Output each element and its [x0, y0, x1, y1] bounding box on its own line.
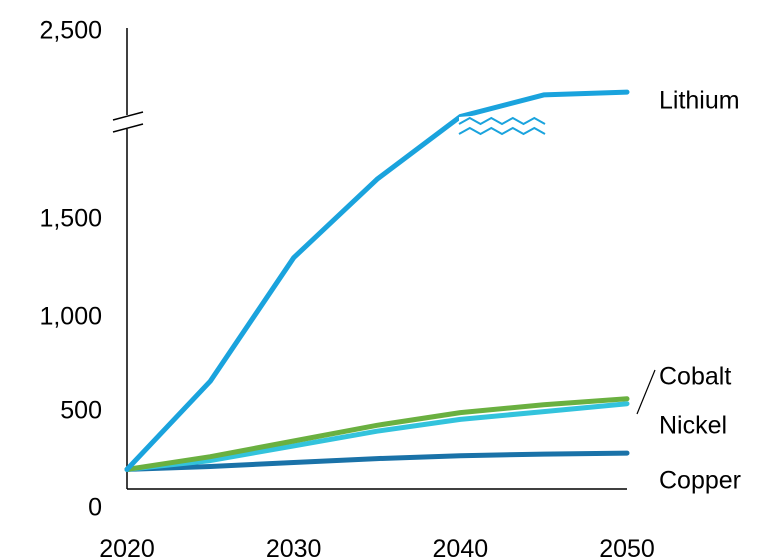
- series-lines: [124, 89, 630, 472]
- series-label-copper: Copper: [659, 467, 741, 495]
- series-line-copper: [124, 450, 630, 472]
- axes: [112, 28, 627, 490]
- x-tick-label: 2040: [433, 535, 489, 560]
- y-tick-labels: 0 500 1,000 1,500 2,500: [39, 17, 102, 522]
- y-tick-label: 1,000: [39, 303, 102, 331]
- x-tick-label: 2030: [266, 535, 322, 560]
- y-tick-label: 1,500: [39, 205, 102, 233]
- y-axis-break-mark: [112, 123, 144, 133]
- series-line-lithium: [124, 89, 630, 472]
- y-tick-label: 500: [60, 397, 102, 425]
- y-tick-label: 0: [88, 494, 102, 522]
- line-break-zigzag: [458, 126, 546, 136]
- x-tick-label: 2020: [99, 535, 155, 560]
- y-axis-break-mark: [112, 111, 144, 121]
- y-tick-label: 2,500: [39, 17, 102, 45]
- series-line-cobalt: [124, 396, 630, 472]
- line-break-gap: [459, 110, 545, 134]
- series-label-lithium: Lithium: [659, 87, 740, 115]
- series-labels: Lithium Cobalt Nickel Copper: [659, 87, 741, 495]
- lithium-line-break-mark: [458, 110, 546, 136]
- x-tick-labels: 2020 2030 2040 2050: [99, 535, 655, 560]
- line-break-zigzag: [458, 116, 546, 126]
- x-tick-label: 2050: [599, 535, 655, 560]
- series-label-nickel: Nickel: [659, 412, 727, 440]
- series-line-nickel: [124, 401, 630, 472]
- cobalt-label-leader-line: [636, 369, 656, 415]
- series-label-cobalt: Cobalt: [659, 363, 731, 391]
